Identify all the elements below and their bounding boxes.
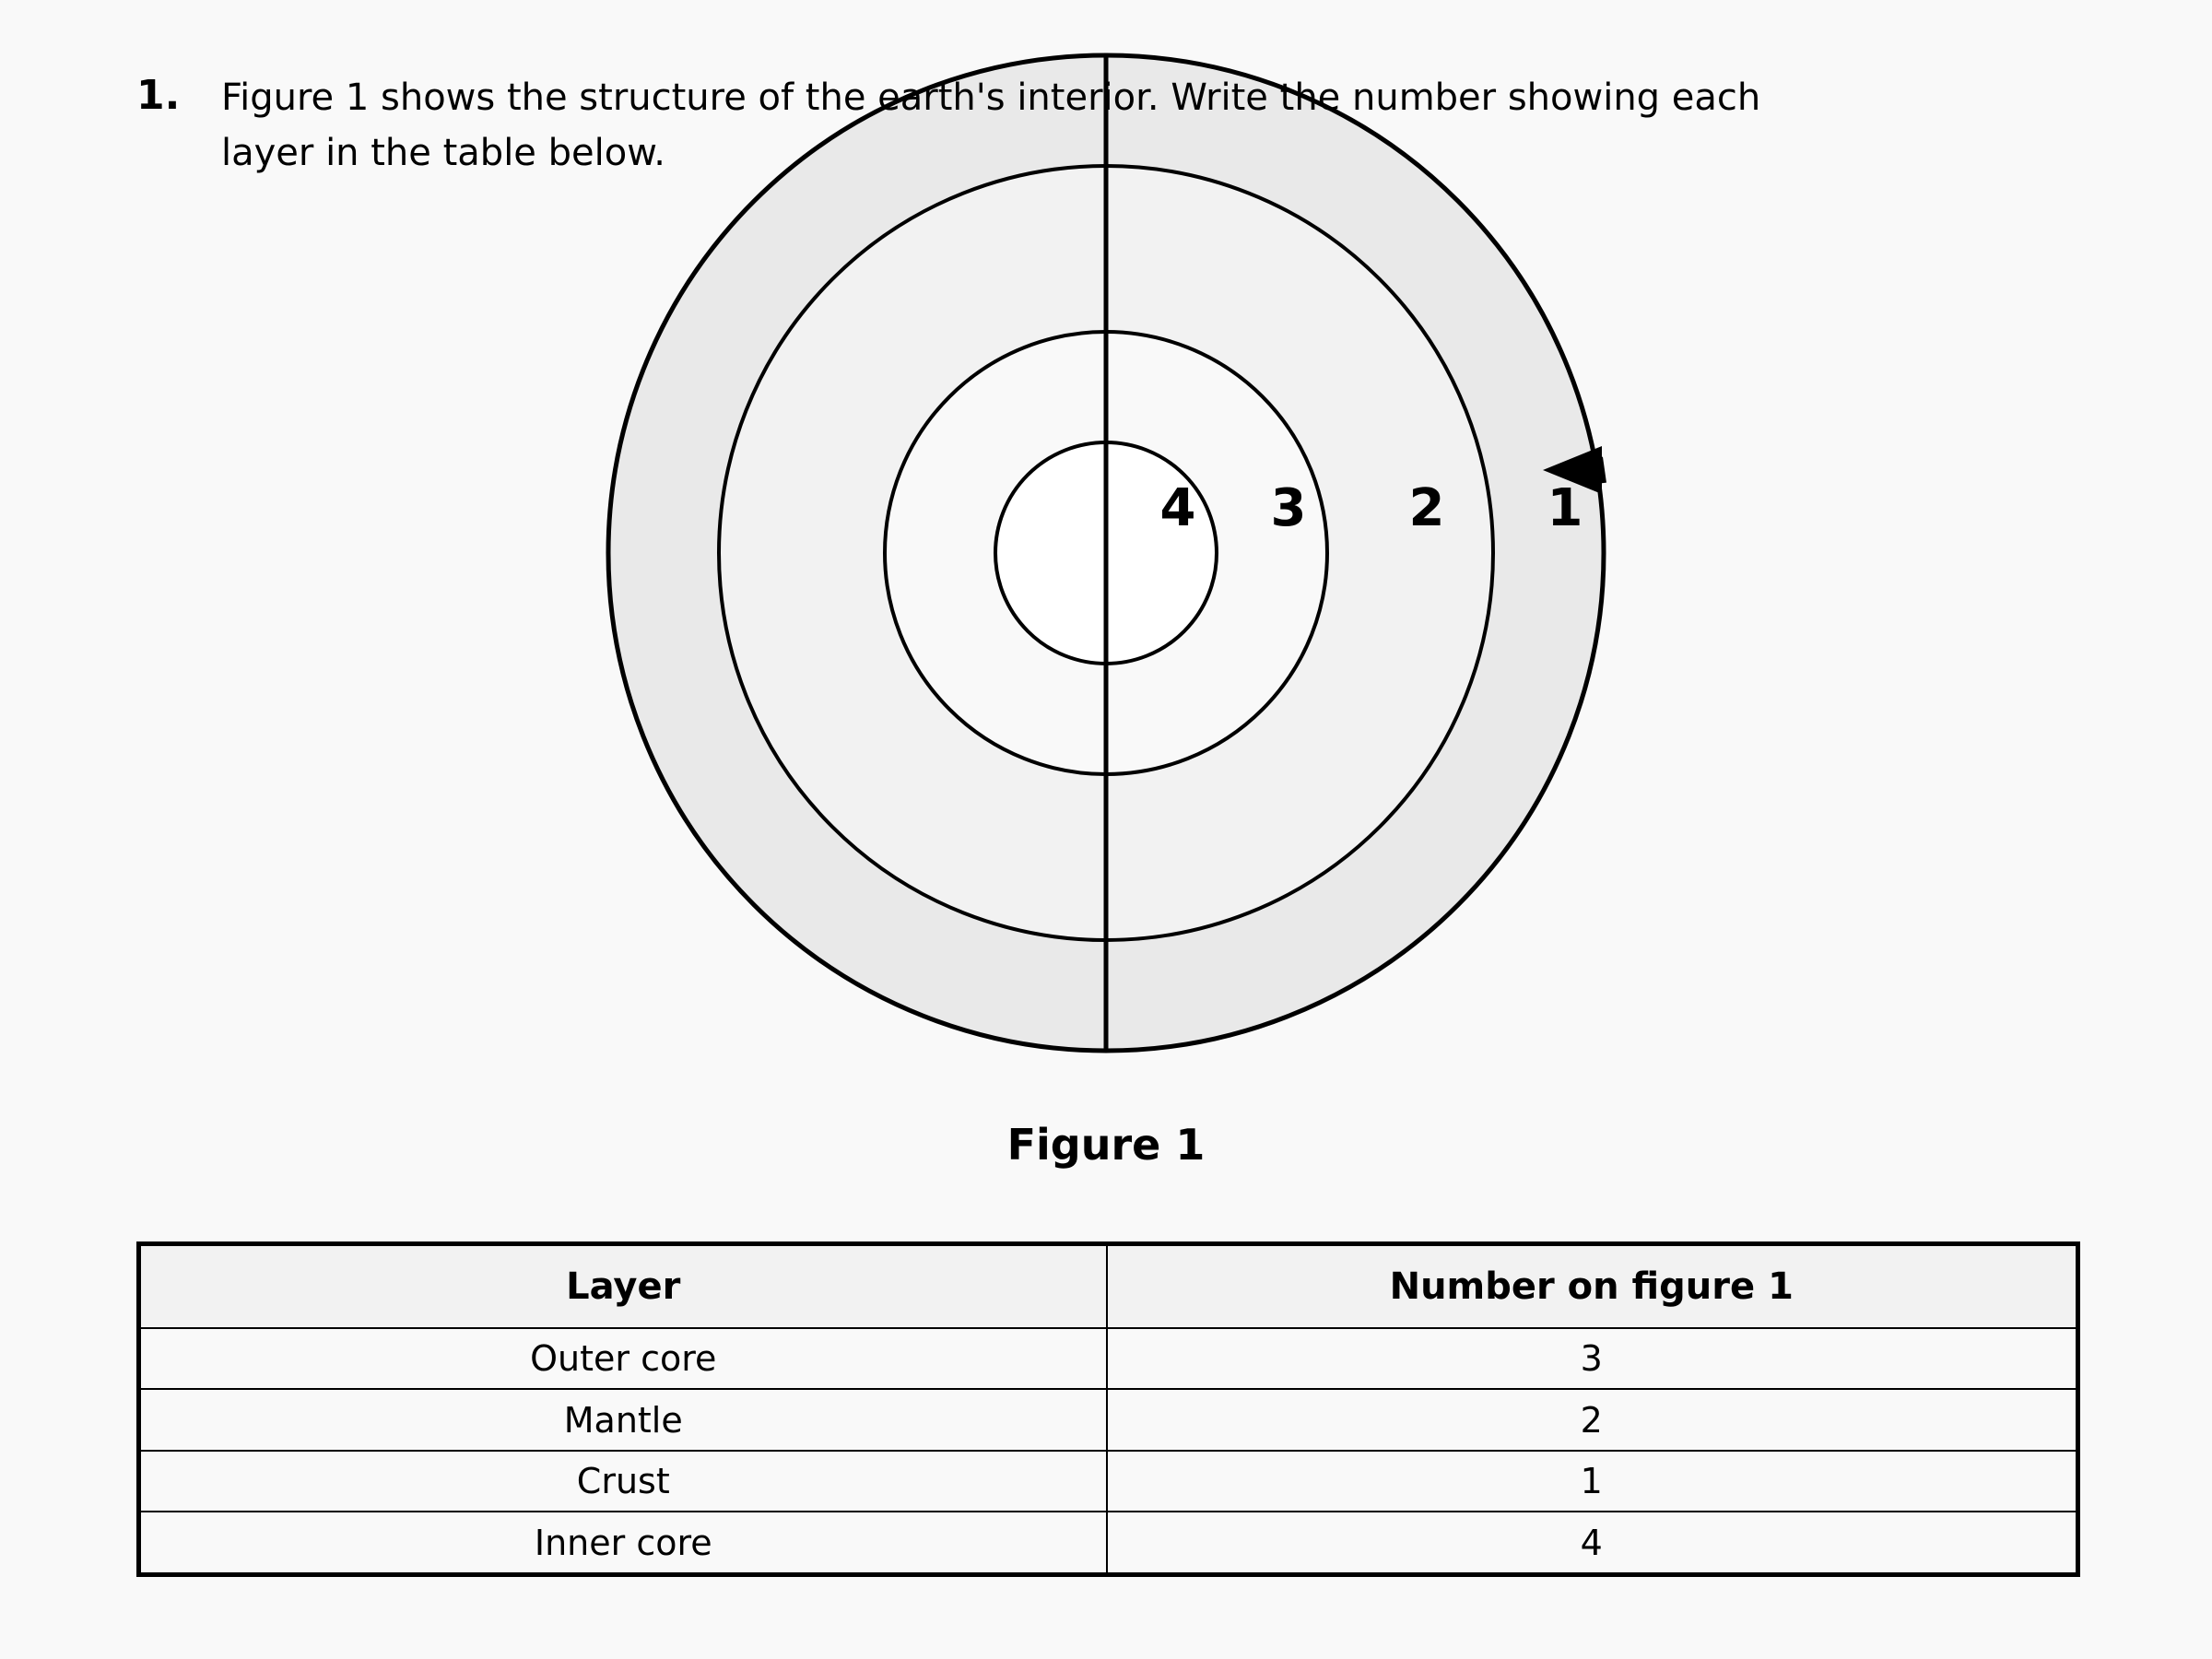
question-number: 1. [136,72,181,119]
table-row: Crust 1 [137,1449,2079,1513]
pointer-arrow [1543,446,1602,494]
header-number: Number on figure 1 [1105,1242,2079,1329]
table-row: Mantle 2 [137,1388,2079,1452]
layer-cell: Crust [137,1449,1108,1513]
number-cell: 3 [1105,1326,2079,1391]
header-layer: Layer [137,1242,1108,1329]
layer-cell: Inner core [137,1511,1108,1576]
table-row: Inner core 4 [137,1511,2079,1576]
figure-caption: Figure 1 [1006,1120,1206,1170]
number-cell: 2 [1105,1388,2079,1452]
pointer-arrow-tick [1597,456,1606,484]
layer-label-1: 1 [1547,478,1583,538]
layer-label-4: 4 [1160,478,1196,538]
table-row: Outer core 3 [137,1326,2079,1391]
number-cell: 1 [1105,1449,2079,1513]
question-text: Figure 1 shows the structure of the eart… [221,76,1761,174]
layer-label-3: 3 [1271,478,1307,538]
table-header-row: Layer Number on figure 1 [137,1242,2079,1329]
answer-table: Layer Number on figure 1 Outer core 3 Ma… [136,1241,2080,1577]
layer-label-2: 2 [1409,478,1445,538]
layer-cell: Mantle [137,1388,1108,1452]
number-cell: 4 [1105,1511,2079,1576]
layer-cell: Outer core [137,1326,1108,1391]
